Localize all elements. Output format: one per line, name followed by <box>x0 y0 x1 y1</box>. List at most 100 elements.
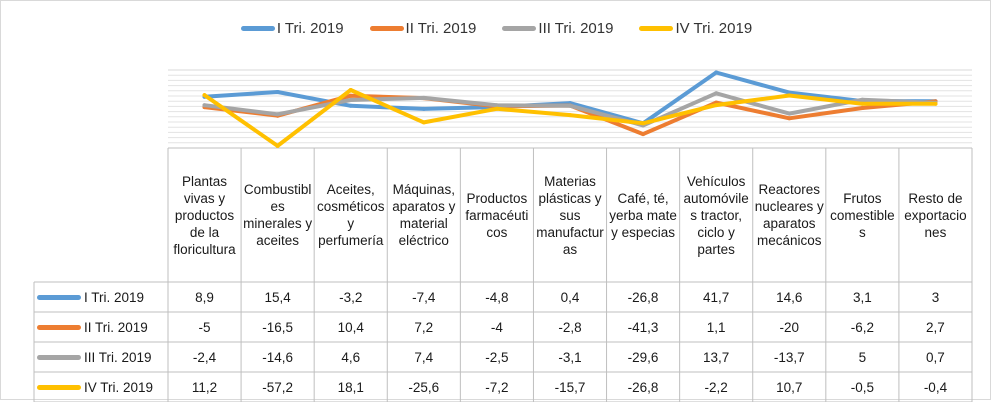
row-series-key <box>37 354 81 360</box>
table-cell-value: -4 <box>490 319 503 335</box>
legend-item: III Tri. 2019 <box>502 13 613 43</box>
category-label: Plantas vivas y productos de la floricul… <box>173 173 236 257</box>
table-cell-value: 13,7 <box>703 349 730 365</box>
data-point <box>275 112 280 117</box>
category-label: Materias plásticas y sus manufacturas <box>536 173 604 257</box>
data-point <box>275 143 280 148</box>
category-label: Reactores nucleares y aparatos mecánicos <box>754 182 824 248</box>
table-cell-value: 8,9 <box>195 289 214 305</box>
data-point <box>348 88 353 92</box>
table-cell-value: -2,5 <box>485 349 509 365</box>
table-cell-value: 5 <box>858 349 867 365</box>
data-point <box>275 90 280 94</box>
data-point <box>494 103 499 108</box>
table-cell-value: 10,4 <box>337 319 364 335</box>
table-cell-value: 10,7 <box>776 379 803 395</box>
legend-label: I Tri. 2019 <box>276 19 344 37</box>
data-point <box>348 98 353 102</box>
data-point <box>348 93 353 98</box>
row-series-key <box>37 294 81 300</box>
table-cell-value: 0,7 <box>926 349 945 365</box>
table-cell-value: 0,4 <box>560 289 580 305</box>
data-point <box>494 106 499 111</box>
table-cell-value: 2,7 <box>926 319 945 335</box>
data-point <box>421 106 426 111</box>
row-header: I Tri. 2019 <box>34 282 168 312</box>
row-series-name: III Tri. 2019 <box>84 349 152 365</box>
row-series-key <box>37 384 81 390</box>
category-label: Frutos comestibles <box>830 190 895 240</box>
category-label: Vehículos automóviles tractor, ciclo y p… <box>683 173 749 257</box>
data-point <box>202 103 207 108</box>
data-point <box>787 111 792 116</box>
legend-swatch <box>502 25 537 31</box>
data-point <box>421 95 426 100</box>
legend-swatch <box>369 25 404 31</box>
data-point <box>568 113 572 118</box>
data-point <box>641 132 646 137</box>
category-label: Aceites, cosméticos y perfumería <box>316 182 385 248</box>
data-point <box>860 97 865 102</box>
table-cell-value: -16,5 <box>262 319 293 335</box>
table-cell-value: -3,1 <box>558 349 582 365</box>
table-cell-value: 15,4 <box>264 289 291 305</box>
table-cell-value: -29,6 <box>627 349 659 365</box>
legend-swatch <box>639 25 674 31</box>
table-cell-value: -20 <box>779 319 800 335</box>
table-cell-value: 11,2 <box>191 379 218 395</box>
data-point <box>714 91 719 96</box>
table-cell-value: 1,1 <box>706 319 726 335</box>
table-cell-value: -2,8 <box>558 319 582 335</box>
legend-label: IV Tri. 2019 <box>675 19 753 37</box>
row-series-name: IV Tri. 2019 <box>84 379 154 395</box>
table-cell-value: -26,8 <box>627 289 659 305</box>
table-cell-value: 14,6 <box>776 289 803 305</box>
table-cell-value: -15,7 <box>554 379 586 395</box>
legend-swatch <box>240 25 275 31</box>
data-point <box>933 101 938 106</box>
data-point <box>202 93 207 98</box>
data-point <box>421 120 426 125</box>
legend-label: II Tri. 2019 <box>405 19 477 37</box>
category-label: Resto de exportaciones <box>904 190 967 240</box>
row-header: III Tri. 2019 <box>34 342 168 372</box>
legend-item: I Tri. 2019 <box>240 13 344 43</box>
category-label: Máquinas, aparatos y material eléctrico <box>392 182 456 248</box>
data-point <box>714 103 719 108</box>
data-point <box>641 121 646 126</box>
row-series-name: II Tri. 2019 <box>84 319 148 335</box>
table-cell-value: -41,3 <box>627 319 659 335</box>
row-header: IV Tri. 2019 <box>34 372 168 402</box>
data-point <box>787 116 792 121</box>
table-cell-value: -57,2 <box>262 379 293 395</box>
data-point <box>860 101 865 106</box>
table-cell-value: 41,7 <box>703 289 730 305</box>
row-header: II Tri. 2019 <box>34 312 168 342</box>
table-cell-value: -7,2 <box>485 379 509 395</box>
row-series-name: I Tri. 2019 <box>84 289 145 305</box>
category-label: Combustibles minerales y aceites <box>243 182 313 248</box>
data-point <box>714 70 719 75</box>
table-cell-value: -6,2 <box>850 319 874 335</box>
table-cell-value: -0,5 <box>850 379 874 395</box>
table-cell-value: 18,1 <box>337 379 364 395</box>
table-cell-value: -14,6 <box>262 349 293 365</box>
legend-item: II Tri. 2019 <box>369 13 477 43</box>
table-cell-value: -5 <box>198 319 211 335</box>
category-label: Café, té, yerba mate y especias <box>609 190 677 240</box>
table-cell-value: -25,6 <box>408 379 440 395</box>
chart-legend: I Tri. 2019 II Tri. 2019 III Tri. 2019 IV T… <box>0 13 993 43</box>
data-point <box>568 103 572 108</box>
table-cell-value: -0,4 <box>923 379 948 395</box>
row-series-key <box>37 324 81 330</box>
data-point <box>787 93 792 98</box>
table-cell-value: -2,4 <box>192 349 217 365</box>
table-cell-value: -3,2 <box>339 289 363 305</box>
data-point <box>787 90 792 95</box>
table-cell-value: 3 <box>931 289 940 305</box>
table-cell-value: 7,2 <box>414 319 434 335</box>
legend-item: IV Tri. 2019 <box>639 13 752 43</box>
table-cell-value: -2,2 <box>704 379 728 395</box>
